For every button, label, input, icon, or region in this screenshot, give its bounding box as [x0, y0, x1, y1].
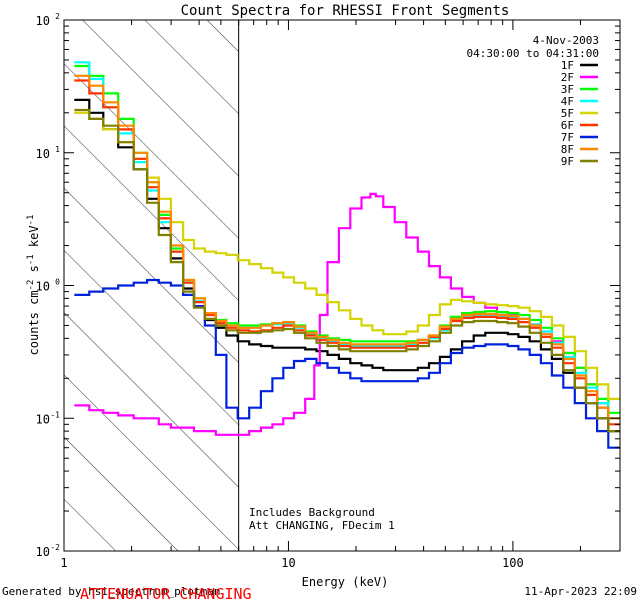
chart-title: Count Spectra for RHESSI Front Segments [181, 3, 510, 19]
x-tick-label: 1 [60, 556, 67, 570]
series-8F [74, 74, 620, 420]
series-9F [74, 108, 620, 433]
x-axis-title: Energy (keV) [302, 575, 389, 589]
y-tick-exponent: -1 [50, 410, 60, 419]
legend-label-1F: 1F [561, 59, 574, 72]
x-tick-label: 10 [281, 556, 295, 570]
generated-at: 11-Apr-2023 22:09 [524, 585, 637, 598]
series-5F [74, 111, 620, 400]
legend-label-8F: 8F [561, 143, 574, 156]
y-axis-title: counts cm-2 s-1 keV-1 [26, 215, 41, 356]
date-label: 4-Nov-2003 [533, 34, 599, 47]
hatched-region [64, 20, 239, 551]
legend-label-9F: 9F [561, 155, 574, 168]
generated-by: Generated by hsi_spectrum_plotman [2, 585, 221, 598]
y-tick-label: 10 [36, 147, 50, 161]
x-tick-label: 100 [502, 556, 524, 570]
y-tick-exponent: -2 [50, 543, 60, 552]
time-range-label: 04:30:00 to 04:31:00 [467, 47, 599, 60]
y-tick-label: 10 [36, 14, 50, 28]
series-group [74, 61, 620, 449]
legend-label-4F: 4F [561, 95, 574, 108]
y-tick-exponent: 1 [55, 145, 60, 154]
legend-label-6F: 6F [561, 119, 574, 132]
series-7F [74, 278, 620, 449]
attenuator-warning: ATTENUATOR CHANGING [80, 585, 252, 600]
legend-label-2F: 2F [561, 71, 574, 84]
y-tick-exponent: 0 [55, 278, 60, 287]
y-tick-exponent: 2 [55, 12, 60, 21]
y-tick-label: 10 [36, 412, 50, 426]
series-3F [74, 64, 620, 414]
legend-label-5F: 5F [561, 107, 574, 120]
annotation-attenuator: Att CHANGING, FDecim 1 [249, 519, 395, 532]
legend-label-3F: 3F [561, 83, 574, 96]
annotation-background: Includes Background [249, 506, 375, 519]
y-tick-label: 10 [36, 545, 50, 559]
y-tick-label: 10 [36, 280, 50, 294]
series-1F [74, 98, 620, 433]
legend-label-7F: 7F [561, 131, 574, 144]
